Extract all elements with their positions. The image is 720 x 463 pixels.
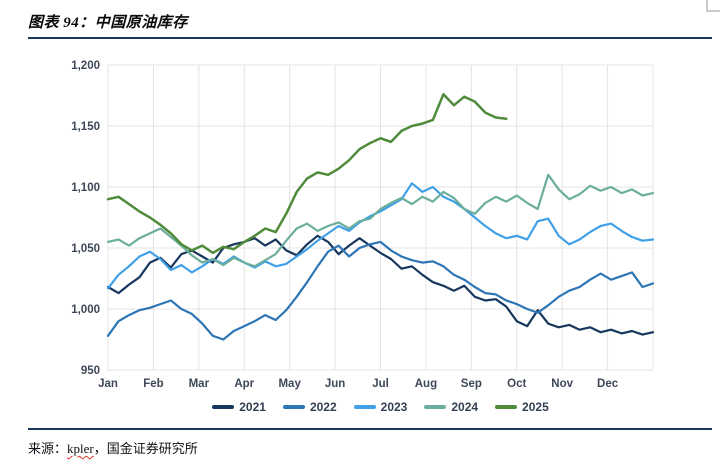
x-tick-label: Aug xyxy=(415,378,437,390)
series-line-2023 xyxy=(106,182,655,290)
series-line-2021 xyxy=(106,234,655,336)
series-line-2024 xyxy=(106,173,655,268)
y-tick-label: 1,100 xyxy=(71,182,100,194)
y-tick-label: 1,200 xyxy=(71,60,100,72)
y-tick-label: 1,000 xyxy=(71,304,100,316)
legend-label: 2025 xyxy=(522,400,549,414)
x-tick-label: Nov xyxy=(551,378,573,390)
legend-swatch-2021 xyxy=(212,405,235,409)
title-underline xyxy=(28,37,712,39)
x-tick-label: Dec xyxy=(597,378,619,390)
chart-legend: 2021 2022 2023 2024 2025 xyxy=(108,400,653,414)
legend-swatch-2023 xyxy=(353,405,376,409)
legend-label: 2023 xyxy=(380,400,408,414)
x-tick-label: May xyxy=(278,378,301,390)
series-line-2022 xyxy=(106,240,655,341)
x-tick-label: Jan xyxy=(98,378,118,390)
table-corner-mark xyxy=(706,0,720,12)
x-tick-label: Oct xyxy=(507,378,526,390)
series-line-2025 xyxy=(106,93,508,255)
legend-swatch-2024 xyxy=(424,405,447,409)
legend-item-2025: 2025 xyxy=(495,400,549,414)
source-prefix: 来源： xyxy=(28,441,68,456)
source-vendor: kpler xyxy=(67,441,94,456)
x-tick-label: Sep xyxy=(461,378,482,390)
legend-swatch-2022 xyxy=(282,405,305,409)
legend-item-2021: 2021 xyxy=(212,400,266,414)
legend-item-2023: 2023 xyxy=(353,400,408,414)
x-tick-label: Apr xyxy=(234,378,254,390)
legend-label: 2021 xyxy=(239,400,266,414)
page-title: 图表 94：中国原油库存 xyxy=(28,15,188,31)
x-tick-label: Mar xyxy=(189,378,210,390)
source-suffix: ，国金证券研究所 xyxy=(93,441,198,456)
legend-label: 2024 xyxy=(451,400,479,414)
legend-item-2024: 2024 xyxy=(424,400,478,414)
x-tick-label: Jul xyxy=(372,378,389,390)
legend-label: 2022 xyxy=(309,400,337,414)
legend-item-2022: 2022 xyxy=(282,400,337,414)
legend-swatch-2025 xyxy=(495,405,518,409)
footer-rule xyxy=(28,428,712,430)
y-tick-label: 1,150 xyxy=(71,121,100,133)
y-tick-label: 1,050 xyxy=(71,243,100,255)
source-line: 来源：kpler，国金证券研究所 xyxy=(28,438,198,457)
x-tick-label: Feb xyxy=(143,378,163,390)
x-tick-label: Jun xyxy=(325,378,345,390)
y-tick-label: 950 xyxy=(81,365,100,377)
